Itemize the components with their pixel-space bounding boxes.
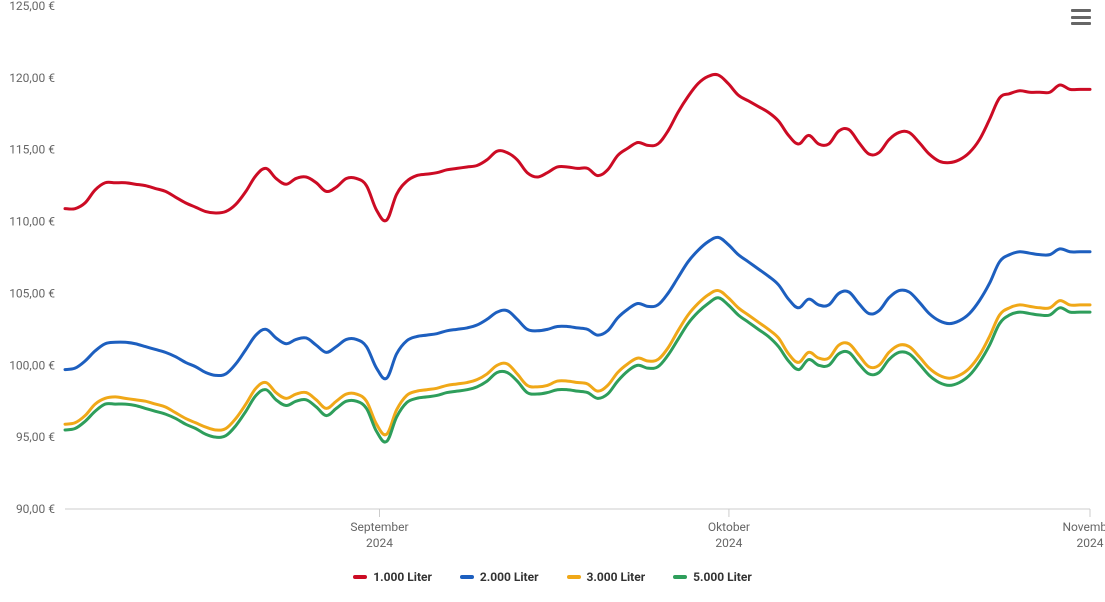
legend-label: 5.000 Liter: [693, 570, 752, 584]
y-axis-label: 110,00 €: [9, 215, 55, 229]
x-axis-label-year: 2024: [366, 536, 393, 550]
legend: 1.000 Liter 2.000 Liter 3.000 Liter 5.000 L…: [0, 570, 1105, 584]
x-axis-label-year: 2024: [715, 536, 742, 550]
legend-item-s2000[interactable]: 2.000 Liter: [460, 570, 539, 584]
legend-swatch: [673, 575, 687, 579]
x-axis-label-month: September: [350, 520, 408, 534]
legend-label: 3.000 Liter: [587, 570, 646, 584]
legend-label: 2.000 Liter: [480, 570, 539, 584]
legend-swatch: [460, 575, 474, 579]
x-axis-label-year: 2024: [1077, 536, 1104, 550]
chart-svg: 90,00 € 95,00 € 100,00 € 105,00 € 110,00 € 11…: [0, 0, 1105, 602]
y-axis-label: 95,00 €: [16, 430, 55, 444]
legend-item-s1000[interactable]: 1.000 Liter: [353, 570, 432, 584]
series-s3000[interactable]: [65, 290, 1090, 434]
legend-swatch: [353, 575, 367, 579]
legend-label: 1.000 Liter: [373, 570, 432, 584]
chart-menu-button[interactable]: [1069, 6, 1093, 28]
y-axis-label: 120,00 €: [9, 71, 55, 85]
legend-item-s5000[interactable]: 5.000 Liter: [673, 570, 752, 584]
series-s1000[interactable]: [65, 74, 1090, 220]
y-axis-label: 105,00 €: [9, 286, 55, 300]
price-chart: 90,00 € 95,00 € 100,00 € 105,00 € 110,00 € 11…: [0, 0, 1105, 602]
hamburger-icon: [1071, 9, 1091, 12]
y-axis-label: 125,00 €: [9, 0, 55, 13]
legend-item-s3000[interactable]: 3.000 Liter: [567, 570, 646, 584]
legend-swatch: [567, 575, 581, 579]
series-s2000[interactable]: [65, 237, 1090, 378]
y-axis-label: 100,00 €: [9, 358, 55, 372]
x-axis-label-month: November: [1062, 520, 1105, 534]
y-axis-label: 115,00 €: [9, 143, 55, 157]
x-axis-label-month: Oktober: [708, 520, 750, 534]
y-axis-label: 90,00 €: [16, 502, 55, 516]
